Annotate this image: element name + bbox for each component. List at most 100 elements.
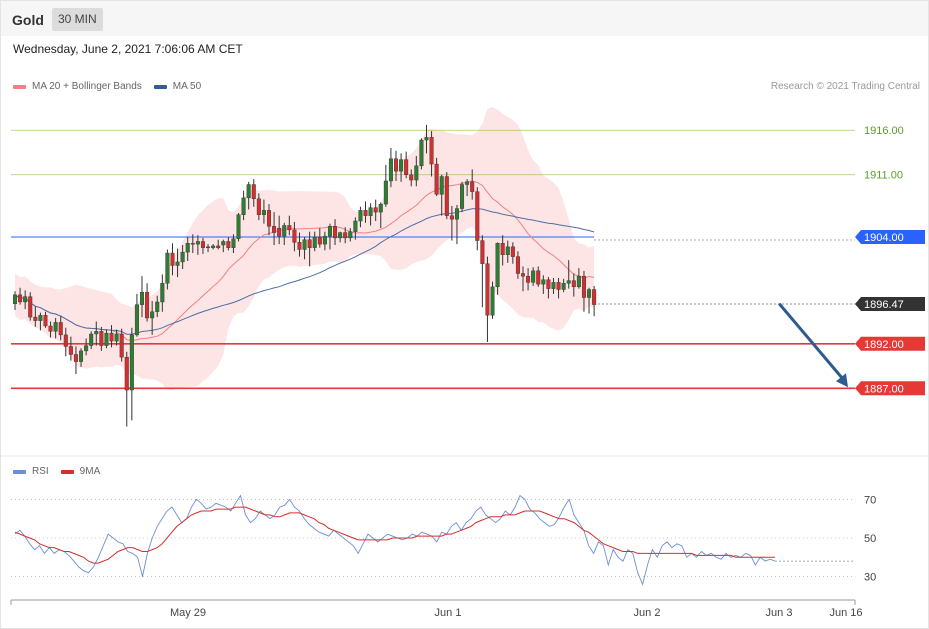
candle	[414, 156, 419, 187]
candle	[84, 338, 89, 356]
candle-body	[551, 282, 556, 289]
candle-body	[378, 203, 383, 213]
candle	[297, 232, 302, 257]
candle-body	[444, 176, 449, 216]
candle	[429, 131, 434, 177]
candle	[526, 268, 531, 291]
candle-body	[124, 356, 129, 391]
candle	[394, 150, 399, 181]
candle	[246, 181, 251, 210]
candle	[109, 325, 114, 348]
candle-body	[272, 226, 277, 233]
candle	[261, 199, 266, 224]
candle	[551, 277, 556, 294]
candle	[226, 237, 231, 251]
candle	[256, 193, 261, 221]
candle	[343, 227, 348, 244]
candle-body	[73, 354, 78, 362]
candle	[99, 326, 104, 351]
candle	[23, 290, 28, 310]
candle-body	[282, 225, 287, 237]
candle-body	[139, 291, 144, 305]
candle-body	[592, 289, 597, 305]
timeframe-badge[interactable]: 30 MIN	[52, 8, 103, 31]
candle-body	[155, 301, 160, 312]
candle-body	[226, 241, 231, 248]
candle-body	[587, 289, 592, 298]
current-price-label: 1896.47	[864, 299, 904, 311]
candle-body	[292, 229, 297, 243]
candle	[500, 235, 505, 266]
candle	[536, 266, 541, 287]
rsi-ma-line	[14, 506, 775, 564]
candle	[521, 266, 526, 292]
pivot-label: 1904.00	[864, 232, 904, 244]
candle	[322, 231, 327, 251]
level-tags: 1916.00 1911.00 1904.00 1896.47 1892.00 1887.…	[855, 125, 925, 396]
candle-body	[53, 322, 58, 332]
candle	[515, 251, 520, 279]
rsi-legend: RSI 9MA	[13, 466, 112, 477]
candle-body	[104, 332, 109, 346]
candle-body	[485, 263, 490, 316]
candle-body	[221, 241, 226, 246]
candle	[307, 231, 312, 267]
candle	[216, 239, 221, 250]
candle-body	[48, 325, 53, 332]
candle	[505, 240, 510, 263]
legend-label: RSI	[32, 466, 49, 477]
rsi-tick-label: 30	[864, 572, 876, 584]
credit-text: Research © 2021 Trading Central	[770, 81, 920, 92]
legend-label: MA 50	[172, 81, 202, 92]
candle-body	[12, 294, 17, 304]
rsi-tick-label: 50	[864, 533, 876, 545]
legend-label: MA 20 + Bollinger Bands	[32, 81, 142, 92]
candle-body	[419, 139, 424, 167]
candle-body	[256, 198, 261, 215]
candle-body	[414, 165, 419, 181]
candle-body	[114, 333, 119, 342]
legend-label: 9MA	[79, 466, 101, 477]
rsi-tick-label: 70	[864, 494, 876, 506]
candle	[404, 151, 409, 179]
candle-body	[581, 275, 586, 298]
candle	[145, 283, 150, 322]
candle-body	[399, 159, 404, 172]
candle-body	[409, 174, 414, 181]
candle-body	[79, 350, 84, 362]
candle-body	[500, 243, 505, 256]
candle-body	[429, 137, 434, 165]
candle-body	[424, 137, 429, 141]
legend-swatch-icon	[13, 84, 26, 89]
chart-header: Gold 30 MIN	[1, 1, 928, 36]
candle-body	[119, 333, 124, 358]
candle	[419, 138, 424, 170]
candle-body	[566, 280, 571, 284]
candle-body	[373, 207, 378, 213]
x-tick-label: Jun 2	[634, 607, 661, 619]
candle	[119, 328, 124, 362]
candle	[485, 256, 490, 343]
candle	[231, 234, 236, 254]
candle	[556, 277, 561, 299]
forecast-arrow-shaft	[778, 303, 846, 382]
current-price-tag	[855, 297, 925, 312]
candle-body	[449, 215, 454, 220]
candle	[312, 231, 317, 252]
candle	[150, 301, 155, 335]
candle-body	[231, 238, 236, 248]
candle	[566, 260, 571, 289]
candle-body	[541, 279, 546, 285]
candle	[206, 244, 211, 253]
candle	[424, 124, 429, 154]
candle	[470, 169, 475, 200]
candle-body	[470, 181, 475, 192]
candle-body	[480, 240, 485, 264]
candle-body	[267, 210, 272, 227]
candle	[114, 329, 119, 346]
candle-body	[195, 241, 200, 245]
candle	[541, 275, 546, 294]
candle	[368, 203, 373, 226]
candle	[561, 278, 566, 293]
candle	[180, 245, 185, 270]
